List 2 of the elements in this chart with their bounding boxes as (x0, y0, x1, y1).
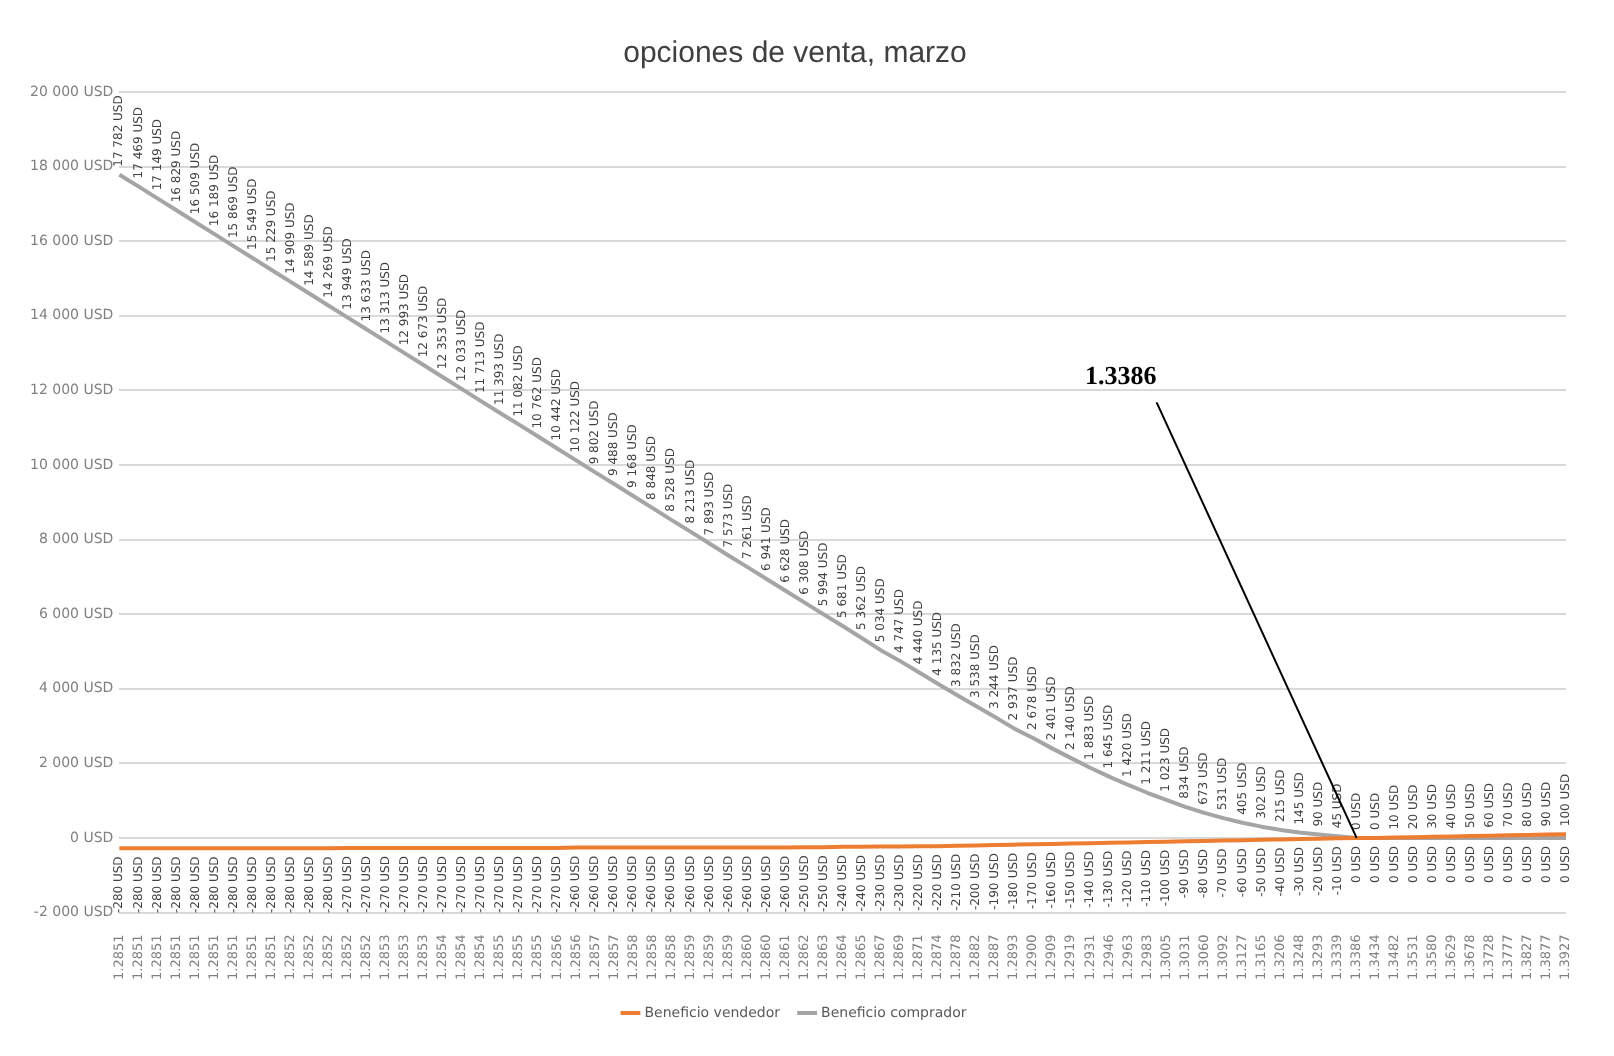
chart-title: opciones de venta, marzo (623, 36, 967, 71)
annotation: 1.3386 (1085, 360, 1158, 391)
